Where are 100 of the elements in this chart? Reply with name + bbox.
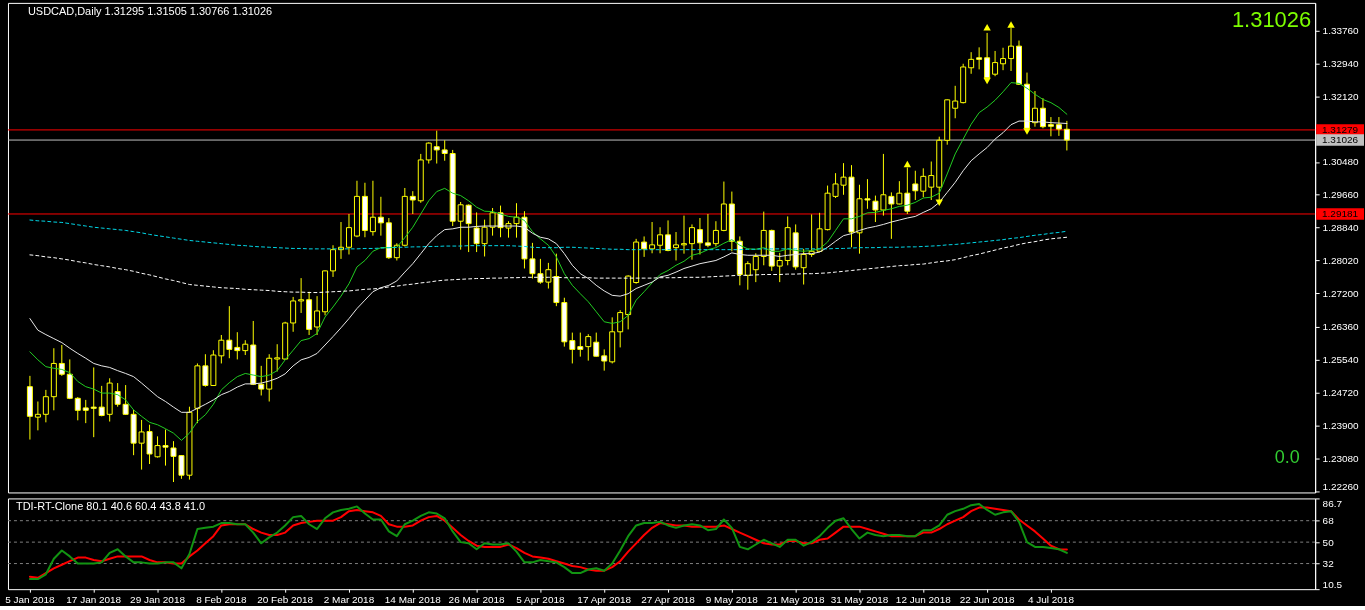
candlestick [1047, 116, 1054, 137]
text: 0.0 [1274, 446, 1300, 467]
x-tick-label: 20 Feb 2018 [257, 593, 314, 605]
point [1023, 128, 1031, 135]
candlestick [82, 399, 89, 424]
candlestick [569, 332, 576, 364]
candlestick [952, 85, 959, 119]
y-tick-label: 1.30480 [1322, 156, 1360, 168]
candlestick [433, 130, 440, 165]
candlestick [274, 343, 281, 372]
ref-line-label: 1.29181 [1322, 207, 1359, 219]
point [983, 24, 991, 31]
candlestick [752, 252, 759, 283]
x-tick-label: 26 Mar 2018 [448, 593, 506, 605]
candlestick [98, 385, 105, 417]
candlestick [409, 190, 416, 215]
candlestick [712, 220, 719, 247]
candlestick [34, 401, 41, 431]
candlestick [617, 309, 624, 348]
candlestick [74, 396, 81, 421]
candlestick [992, 50, 999, 77]
x-tick-label: 12 Jun 2018 [895, 593, 952, 605]
candlestick [42, 389, 49, 423]
y-tick-label: 1.23900 [1322, 420, 1360, 432]
y-tick-label: 1.32940 [1322, 57, 1360, 69]
candlestick [1055, 116, 1062, 137]
candlestick [928, 161, 935, 201]
candlestick [920, 167, 927, 198]
x-tick-label: 5 Jan 2018 [5, 593, 56, 605]
y-tick-label: 1.23080 [1322, 452, 1360, 464]
x-tick-label: 17 Jan 2018 [66, 593, 122, 605]
x-tick-label: 22 Jun 2018 [959, 593, 1015, 605]
candlestick [696, 217, 703, 255]
candlestick [744, 260, 751, 291]
x-tick-label: 8 Feb 2018 [196, 593, 248, 605]
candlestick [298, 277, 305, 314]
chart-title: TDI-RT-Clone 80.1 40.6 60.4 43.8 41.0 [15, 500, 206, 513]
candlestick [441, 139, 448, 162]
y-tick-label: 1.22260 [1322, 480, 1360, 492]
y-tick-label: 68 [1322, 515, 1335, 527]
candlestick [649, 221, 656, 254]
y-tick-label: 1.28840 [1322, 222, 1360, 234]
y-tick-label: 1.25540 [1322, 354, 1360, 366]
y-tick-label: 1.24720 [1322, 387, 1360, 399]
y-tick-label: 86.7 [1322, 497, 1343, 509]
candlestick [345, 213, 352, 255]
candlestick [912, 170, 919, 201]
y-tick-label: 1.33760 [1322, 25, 1360, 37]
y-tick-label: 1.32120 [1322, 90, 1360, 102]
text: 1.31026 [1231, 6, 1312, 32]
point [1007, 21, 1015, 28]
y-tick-label: 10.5 [1322, 578, 1343, 590]
point [903, 160, 912, 168]
candlestick [657, 226, 664, 254]
candlestick [688, 223, 695, 261]
ref-line-label: 1.31026 [1322, 134, 1359, 146]
candlestick [1000, 47, 1007, 71]
candlestick [425, 141, 432, 165]
candlestick [234, 331, 241, 360]
candlestick [585, 333, 592, 362]
x-tick-label: 27 Apr 2018 [641, 593, 696, 605]
candlestick [776, 252, 783, 283]
candlestick [665, 219, 672, 252]
candlestick [58, 344, 65, 377]
candlestick [90, 366, 97, 438]
candlestick [681, 215, 687, 255]
y-tick-label: 1.28020 [1322, 254, 1360, 266]
line-series [29, 82, 1068, 441]
y-tick-label: 1.27200 [1322, 287, 1360, 299]
candlestick [330, 244, 337, 278]
candlestick [369, 180, 376, 237]
candlestick [258, 365, 265, 396]
candlestick [314, 295, 321, 336]
candlestick [968, 51, 975, 75]
candlestick [641, 235, 648, 258]
candlestick [377, 196, 384, 237]
candlestick [673, 231, 680, 261]
y-tick-label: 1.26360 [1322, 321, 1360, 333]
y-tick-label: 1.29660 [1322, 189, 1360, 201]
candlestick [704, 213, 711, 248]
candlestick [601, 348, 608, 372]
x-tick-label: 9 May 2018 [705, 593, 759, 605]
x-tick-label: 4 Jul 2018 [1027, 593, 1075, 605]
ref-line-label: 1.31279 [1322, 123, 1359, 135]
x-tick-label: 17 Apr 2018 [577, 593, 632, 605]
x-tick-label: 21 May 2018 [766, 593, 825, 605]
x-tick-label: 5 Apr 2018 [516, 593, 565, 605]
x-tick-label: 14 Mar 2018 [384, 593, 442, 605]
x-tick-label: 29 Jan 2018 [130, 593, 186, 605]
x-tick-label: 31 May 2018 [830, 593, 889, 605]
candlestick [593, 332, 600, 358]
y-tick-label: 50 [1322, 536, 1335, 548]
chart-title: USDCAD,Daily 1.31295 1.31505 1.30766 1.31026 [27, 4, 273, 17]
candlestick [1063, 120, 1070, 151]
candlestick [226, 305, 233, 359]
candlestick [976, 46, 983, 70]
y-tick-label: 32 [1322, 558, 1335, 570]
x-tick-label: 2 Mar 2018 [323, 593, 375, 605]
candlestick [577, 332, 584, 358]
candlestick [290, 296, 297, 333]
